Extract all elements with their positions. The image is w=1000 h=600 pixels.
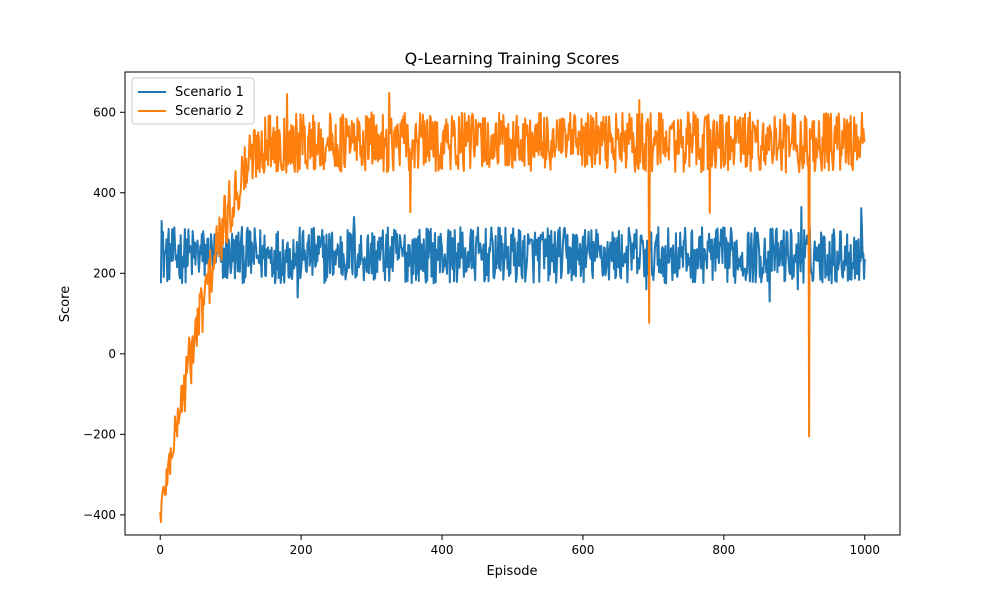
series-line-scenario-1 (159, 205, 866, 303)
y-tick-label: −400 (83, 508, 116, 522)
x-tick-label: 200 (290, 543, 313, 557)
y-tick-label: −200 (83, 427, 116, 441)
series-line-scenario-2 (159, 91, 866, 524)
x-axis-ticks: 0 200 400 600 800 1000 (156, 535, 880, 557)
x-tick-label: 0 (156, 543, 164, 557)
series-layer (159, 91, 866, 524)
legend-label-scenario-1: Scenario 1 (175, 85, 244, 100)
chart-title: Q-Learning Training Scores (405, 49, 620, 68)
y-tick-label: 0 (108, 347, 116, 361)
x-axis-label: Episode (486, 564, 537, 579)
x-tick-label: 400 (431, 543, 454, 557)
y-tick-label: 400 (93, 186, 116, 200)
x-tick-label: 1000 (849, 543, 880, 557)
legend-label-scenario-2: Scenario 2 (175, 104, 244, 119)
y-tick-label: 600 (93, 105, 116, 119)
legend-frame (131, 77, 255, 125)
plot-frame (124, 71, 901, 536)
y-axis-ticks: −400 −200 0 200 400 600 (83, 105, 125, 522)
x-tick-label: 800 (712, 543, 735, 557)
x-tick-label: 600 (572, 543, 595, 557)
legend: Scenario 1 Scenario 2 (131, 77, 255, 125)
y-axis-label: Score (58, 286, 73, 322)
y-tick-label: 200 (93, 266, 116, 280)
